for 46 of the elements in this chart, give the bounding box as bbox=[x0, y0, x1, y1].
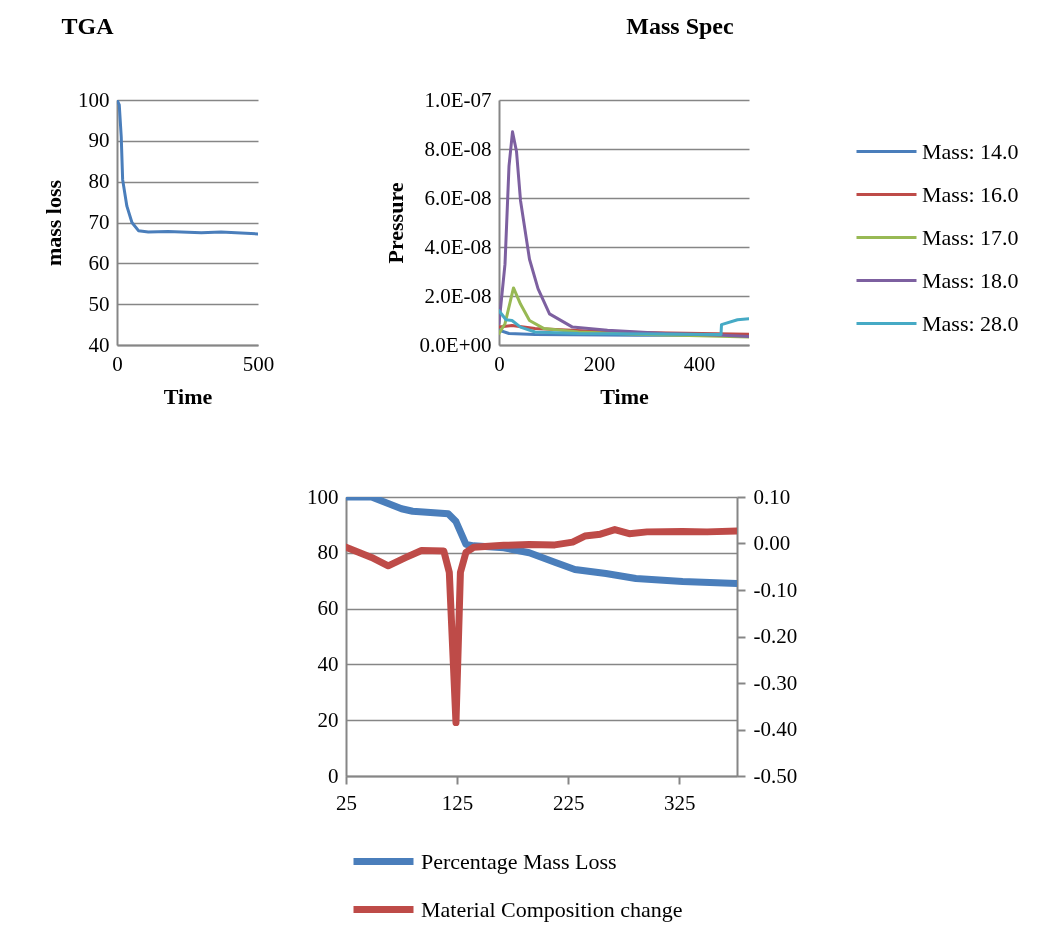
legend-label: Material Composition change bbox=[421, 896, 683, 922]
y2-tick-label: -0.30 bbox=[753, 670, 798, 695]
y-tick-label: 90 bbox=[88, 128, 110, 153]
chart-title: Mass Spec bbox=[626, 13, 735, 39]
x-tick-label: 25 bbox=[336, 790, 357, 815]
legend-label: Percentage Mass Loss bbox=[421, 848, 617, 874]
y-axis-title: Pressure bbox=[382, 182, 408, 264]
chart-title: TGA bbox=[61, 13, 115, 39]
legend-label: Mass: 14.0 bbox=[922, 138, 1019, 164]
y-tick-label: 0.0E+00 bbox=[419, 332, 492, 357]
y2-tick-label: 0.10 bbox=[753, 484, 791, 509]
y-tick-label: 50 bbox=[88, 291, 110, 316]
x-tick-label: 325 bbox=[663, 790, 696, 815]
y-tick-label: 6.0E-08 bbox=[424, 185, 492, 210]
y-tick-label: 70 bbox=[88, 210, 110, 234]
y-tick-label: 80 bbox=[88, 169, 110, 194]
x-tick-label: 200 bbox=[583, 351, 616, 376]
y-axis-title: mass loss bbox=[41, 179, 66, 267]
y2-tick-label: -0.40 bbox=[753, 717, 798, 741]
y-tick-label: 2.0E-08 bbox=[424, 283, 492, 308]
y-tick-label: 80 bbox=[317, 540, 339, 565]
y2-tick-label: -0.50 bbox=[753, 763, 798, 788]
x-axis-title: Time bbox=[163, 383, 213, 409]
y-tick-label: 100 bbox=[307, 484, 339, 509]
y-tick-label: 100 bbox=[78, 87, 110, 112]
y-tick-label: 8.0E-08 bbox=[424, 136, 492, 161]
y-tick-label: 40 bbox=[88, 332, 110, 357]
y-tick-label: 20 bbox=[317, 707, 339, 732]
legend-label: Mass: 17.0 bbox=[922, 224, 1019, 250]
y2-tick-label: -0.10 bbox=[753, 577, 798, 602]
y2-tick-label: 0.00 bbox=[753, 531, 791, 555]
y-tick-label: 0 bbox=[328, 763, 339, 788]
legend-label: Mass: 28.0 bbox=[922, 310, 1019, 336]
y-tick-label: 60 bbox=[317, 596, 339, 621]
y-tick-label: 4.0E-08 bbox=[424, 234, 492, 259]
x-axis-title: Time bbox=[600, 383, 649, 409]
y2-tick-label: -0.20 bbox=[753, 624, 798, 648]
x-tick-label: 125 bbox=[441, 790, 474, 815]
x-tick-label: 500 bbox=[242, 351, 275, 376]
legend-label: Mass: 18.0 bbox=[922, 267, 1019, 293]
y-tick-label: 1.0E-07 bbox=[424, 87, 492, 112]
x-tick-label: 225 bbox=[552, 790, 585, 815]
legend-label: Mass: 16.0 bbox=[922, 181, 1019, 207]
y-tick-label: 40 bbox=[317, 651, 339, 676]
y-tick-label: 60 bbox=[88, 250, 110, 275]
x-tick-label: 400 bbox=[683, 351, 716, 376]
